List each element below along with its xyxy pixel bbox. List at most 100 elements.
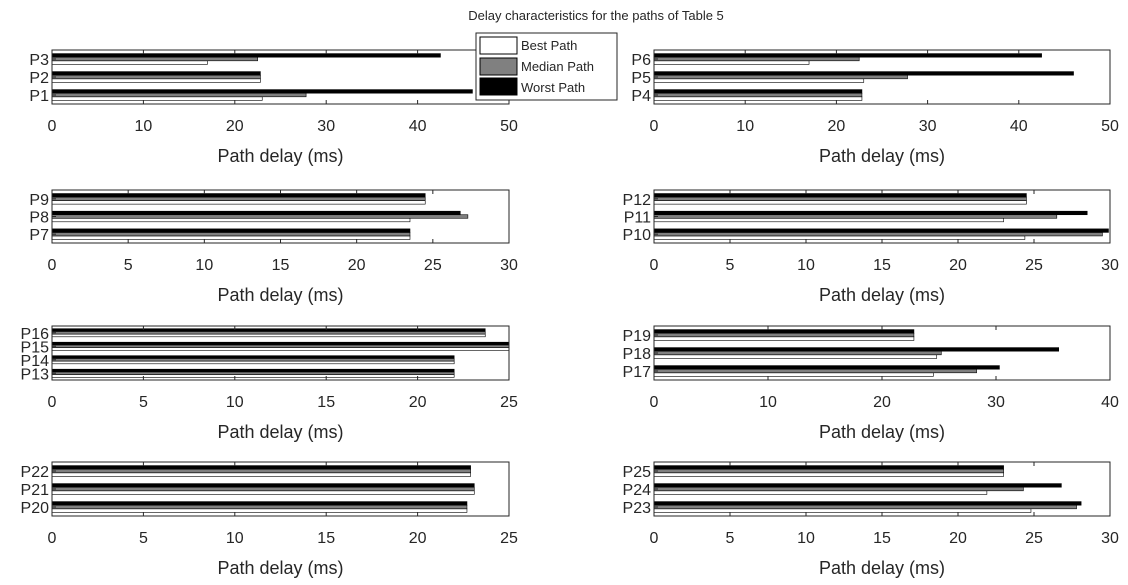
bar-p16-best-path (51, 333, 486, 338)
bar-p7-best-path (51, 235, 411, 240)
x-tick-label: 0 (650, 118, 659, 135)
x-tick-label: 15 (873, 257, 891, 274)
legend: Best Path Median Path Worst Path (475, 32, 618, 101)
legend-swatch-median (479, 57, 518, 76)
x-tick-label: 0 (48, 118, 57, 135)
bar-p8-best-path (51, 217, 411, 223)
y-tick-label: P5 (631, 70, 651, 87)
x-tick-label: 30 (1101, 257, 1119, 274)
legend-swatch-worst (479, 77, 518, 96)
bar-p12-best-path (653, 200, 1027, 205)
bar-p12-worst-path (653, 193, 1027, 198)
bar-p21-median-path (51, 486, 475, 492)
x-tick-label: 30 (317, 118, 335, 135)
x-tick-label: 5 (726, 530, 735, 547)
x-tick-label: 0 (650, 394, 659, 411)
bar-p25-best-path (653, 472, 1004, 477)
bar-p21-best-path (51, 490, 475, 495)
x-tick-label: 50 (500, 118, 518, 135)
x-tick-label: 5 (139, 394, 148, 411)
x-tick-label: 25 (1025, 257, 1043, 274)
plot-frame (51, 325, 510, 381)
x-tick-label: 20 (949, 530, 967, 547)
y-tick-label: P15 (21, 339, 50, 356)
x-axis-label: Path delay (ms) (819, 285, 945, 305)
bar-p8-median-path (51, 214, 469, 219)
bar-p22-worst-path (51, 465, 471, 470)
x-tick-label: 15 (317, 530, 335, 547)
y-tick-label: P8 (29, 210, 49, 227)
bar-p14-median-path (51, 358, 455, 362)
legend-label-worst: Worst Path (521, 80, 585, 95)
bar-p25-worst-path (653, 465, 1004, 470)
figure-title: Delay characteristics for the paths of T… (468, 8, 724, 23)
x-tick-label: 25 (500, 530, 518, 547)
bar-p21-worst-path (51, 483, 475, 488)
x-axis-label: Path delay (ms) (819, 146, 945, 166)
bar-p18-best-path (653, 354, 938, 359)
bar-p17-median-path (653, 368, 977, 374)
x-tick-label: 10 (226, 530, 244, 547)
x-tick-label: 15 (272, 257, 290, 274)
bar-p23-worst-path (653, 501, 1082, 506)
x-tick-label: 25 (1025, 530, 1043, 547)
x-axis-label: Path delay (ms) (819, 558, 945, 578)
bar-p22-median-path (51, 468, 471, 474)
y-tick-label: P4 (631, 88, 651, 105)
bar-p10-best-path (653, 235, 1026, 240)
bar-p5-worst-path (653, 71, 1074, 76)
x-axis-label: Path delay (ms) (217, 422, 343, 442)
x-tick-label: 30 (987, 394, 1005, 411)
bar-p3-worst-path (51, 53, 441, 58)
bar-p13-worst-path (51, 368, 455, 373)
x-axis-label: Path delay (ms) (217, 146, 343, 166)
x-tick-label: 0 (48, 530, 57, 547)
bar-p7-median-path (51, 232, 411, 237)
y-tick-label: P24 (623, 482, 652, 499)
bar-p19-best-path (653, 336, 915, 341)
bar-p11-best-path (653, 217, 1004, 223)
x-tick-label: 20 (828, 118, 846, 135)
x-tick-label: 0 (650, 530, 659, 547)
x-tick-label: 25 (424, 257, 442, 274)
bar-p2-worst-path (51, 71, 261, 76)
bar-p19-median-path (653, 332, 915, 338)
x-tick-label: 20 (949, 257, 967, 274)
bar-p15-median-path (51, 344, 510, 348)
y-tick-label: P1 (29, 88, 49, 105)
bar-p4-median-path (653, 92, 863, 98)
bar-p5-median-path (653, 74, 908, 80)
bar-p6-best-path (653, 60, 810, 65)
bar-p24-median-path (653, 486, 1024, 492)
x-tick-label: 10 (797, 257, 815, 274)
x-tick-label: 5 (726, 257, 735, 274)
bar-p6-median-path (653, 56, 860, 62)
bar-p14-worst-path (51, 355, 455, 359)
legend-label-best: Best Path (521, 38, 577, 53)
x-tick-label: 5 (124, 257, 133, 274)
bar-p15-worst-path (51, 341, 510, 346)
x-tick-label: 20 (348, 257, 366, 274)
bar-p20-worst-path (51, 501, 468, 506)
y-tick-label: P14 (21, 353, 50, 370)
x-tick-label: 20 (873, 394, 891, 411)
plot-frame (51, 189, 510, 244)
x-tick-label: 5 (139, 530, 148, 547)
x-tick-label: 20 (226, 118, 244, 135)
x-tick-label: 40 (1010, 118, 1028, 135)
bar-p23-best-path (653, 508, 1032, 513)
bar-p18-worst-path (653, 347, 1060, 352)
bar-p1-median-path (51, 92, 307, 98)
bar-p12-median-path (653, 196, 1027, 201)
plot-frame (653, 189, 1111, 244)
bar-p4-worst-path (653, 89, 863, 94)
y-tick-label: P12 (623, 192, 652, 209)
bar-p18-median-path (653, 350, 942, 356)
bar-p20-best-path (51, 508, 468, 513)
bar-p8-worst-path (51, 210, 461, 216)
